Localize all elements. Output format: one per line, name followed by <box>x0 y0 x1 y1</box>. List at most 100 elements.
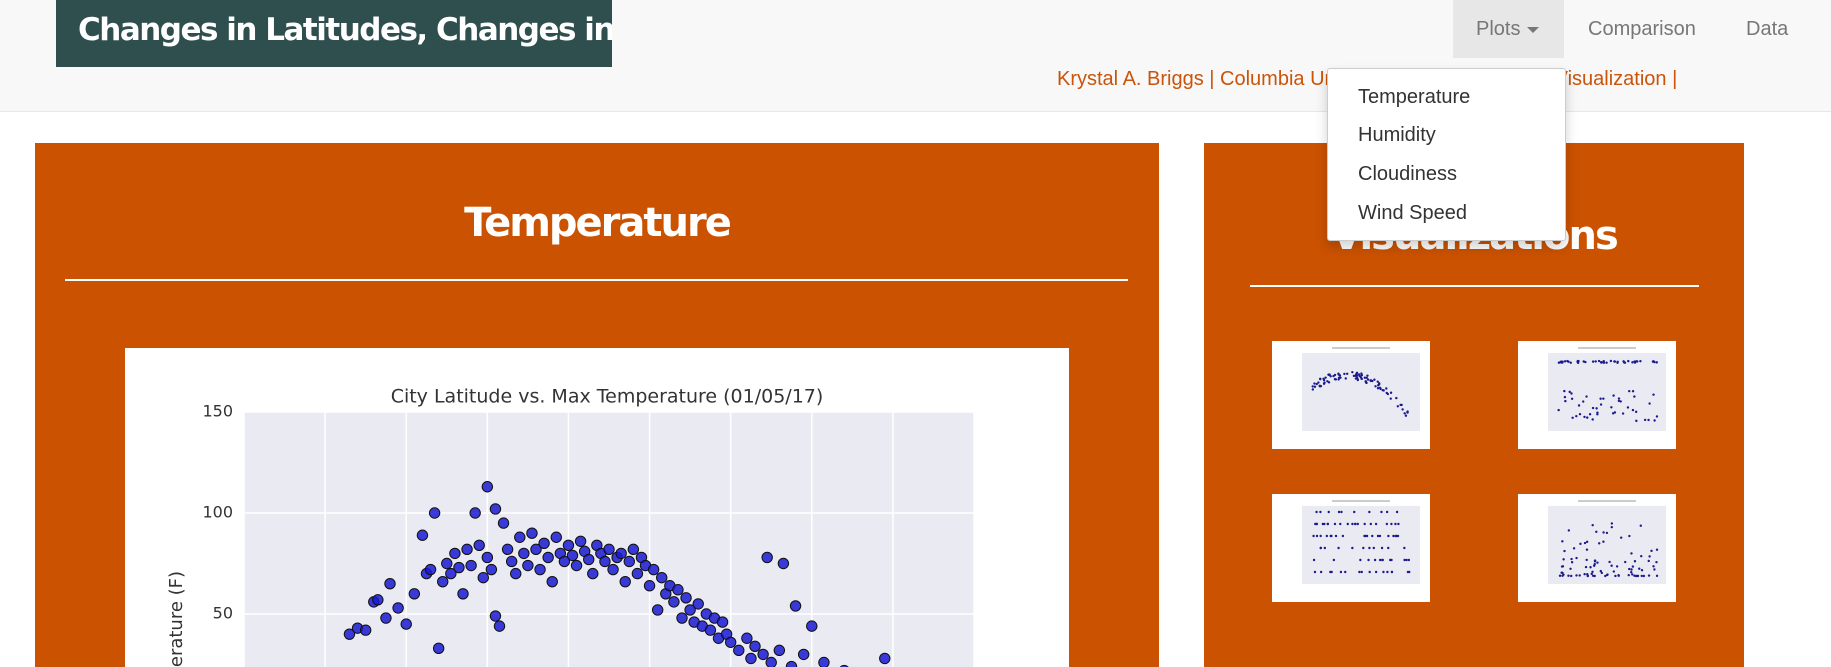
thumbnail-dot <box>1627 573 1630 577</box>
scatter-point <box>627 543 640 556</box>
scatter-point <box>558 555 571 568</box>
thumbnail-dot <box>1595 407 1598 410</box>
thumbnail-dot <box>1599 403 1603 406</box>
scatter-point <box>656 571 668 584</box>
nav-label[interactable]: Plots <box>1476 18 1521 40</box>
scatter-point <box>879 652 891 665</box>
scatter-point <box>359 624 372 636</box>
nav-item[interactable]: Plots <box>1453 0 1564 58</box>
brand[interactable]: Changes in Latitudes, Changes in ... <box>56 0 612 67</box>
thumbnail-dot <box>1636 574 1640 578</box>
thumbnail-dot <box>1313 385 1317 388</box>
thumbnail-dot <box>1602 531 1605 534</box>
scatter-point <box>380 612 392 624</box>
scatter-point <box>615 547 627 560</box>
thumbnail-plot <box>1302 353 1420 431</box>
scatter-point <box>676 612 688 624</box>
scatter-point <box>400 618 412 630</box>
scatter-point <box>587 567 599 580</box>
thumbnail[interactable] <box>1518 341 1676 449</box>
thumbnail-dot <box>1374 385 1377 388</box>
thumbnail-dot <box>1312 534 1315 538</box>
thumbnail-dot <box>1323 546 1327 550</box>
thumbnail-dot <box>1598 542 1601 545</box>
scatter-point <box>607 563 619 576</box>
dropdown-item[interactable]: Wind Speed <box>1358 202 1467 224</box>
dropdown-item[interactable]: Humidity <box>1358 124 1436 146</box>
nav-item[interactable]: Comparison <box>1588 18 1696 40</box>
scatter-point <box>583 553 595 566</box>
scatter-point <box>733 644 745 657</box>
thumbnail-dot <box>1351 546 1354 550</box>
thumbnail-dot <box>1596 413 1599 416</box>
thumbnail-dot <box>1369 379 1372 382</box>
scatter-point <box>749 640 761 653</box>
thumbnail-dot <box>1373 558 1377 562</box>
scatter-point <box>392 602 404 614</box>
thumbnail-dot <box>1319 510 1322 514</box>
thumbnail-dot <box>1365 376 1368 379</box>
scatter-point <box>785 660 798 667</box>
scatter-point <box>457 588 469 600</box>
thumbnail-dot <box>1390 522 1393 526</box>
thumbnail[interactable] <box>1518 494 1676 602</box>
thumbnail-dot <box>1652 565 1655 568</box>
thumbnail-dot <box>1386 570 1389 574</box>
thumbnail-dot <box>1576 359 1580 363</box>
dropdown-item[interactable]: Temperature <box>1358 86 1471 108</box>
thumbnail-dot <box>1387 534 1390 538</box>
thumbnail-dot <box>1360 570 1363 574</box>
thumbnail-dot <box>1602 361 1606 364</box>
thumbnail-dot <box>1593 560 1597 563</box>
thumbnail-dot <box>1563 549 1566 553</box>
thumbnail-dot <box>1606 573 1609 577</box>
nav-item[interactable]: Data <box>1746 18 1789 40</box>
thumbnail-dot <box>1619 536 1623 539</box>
thumbnail-dot <box>1337 373 1340 376</box>
scatter-point <box>684 604 696 616</box>
scatter-point <box>489 503 502 515</box>
thumbnail-dot <box>1628 534 1631 538</box>
thumbnail-dot <box>1567 529 1571 532</box>
scatter-point <box>477 571 489 584</box>
thumbnail-dot <box>1339 570 1343 574</box>
thumbnail-dot <box>1376 387 1380 390</box>
scatter-point <box>497 517 510 529</box>
thumbnail-dot <box>1326 380 1329 383</box>
thumbnail-dot <box>1368 546 1371 550</box>
thumbnail-dot <box>1575 556 1578 560</box>
scatter-point <box>518 547 530 560</box>
thumbnail-dot <box>1627 359 1630 363</box>
thumbnail-dot <box>1392 534 1395 538</box>
scatter-point <box>773 644 786 657</box>
thumbnail-dot <box>1585 548 1589 551</box>
thumbnail-dot <box>1344 377 1347 380</box>
scatter-point <box>538 537 550 550</box>
thumbnail-dot <box>1617 573 1620 577</box>
dropdown-item[interactable]: Cloudiness <box>1358 163 1457 185</box>
scatter-point <box>445 567 457 580</box>
thumbnail-dot <box>1586 574 1589 577</box>
thumbnail-dot <box>1343 372 1346 376</box>
thumbnail-dot <box>1311 385 1314 388</box>
scatter-point <box>469 507 481 519</box>
thumbnail[interactable] <box>1272 494 1430 602</box>
thumbnail-dot <box>1356 378 1360 382</box>
scatter-point <box>651 604 664 616</box>
thumbnail-dot <box>1376 380 1379 383</box>
thumbnail-dot <box>1588 413 1592 416</box>
thumbnail-dot <box>1329 375 1332 378</box>
thumbnail-dot <box>1344 570 1347 574</box>
thumbnail-dot <box>1633 560 1637 563</box>
thumbnail-dot <box>1628 389 1631 393</box>
thumbnail-dot <box>1387 546 1390 550</box>
scatter-point <box>384 578 396 590</box>
thumbnail-dot <box>1313 382 1316 385</box>
thumbnail-dot <box>1583 541 1587 545</box>
thumbnail-dot <box>1563 360 1567 363</box>
scatter-point <box>526 527 538 539</box>
thumbnail-dot <box>1577 404 1581 407</box>
thumbnail[interactable] <box>1272 341 1430 449</box>
scatter-point <box>566 549 579 562</box>
scatter-point <box>806 620 818 632</box>
